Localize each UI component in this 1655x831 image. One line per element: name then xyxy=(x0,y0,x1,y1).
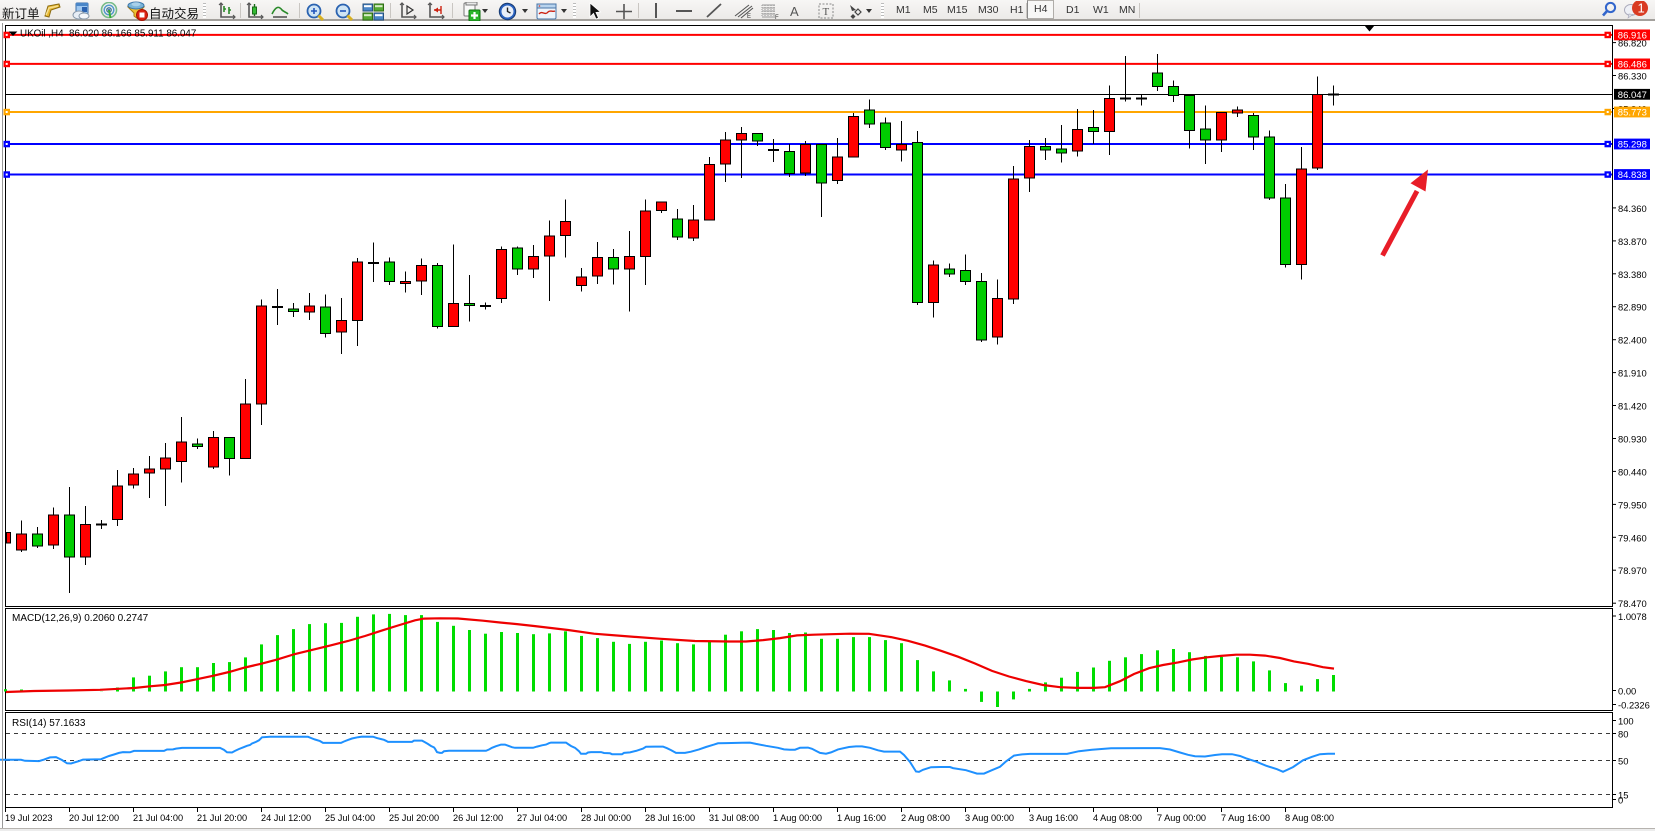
svg-text:79.460: 79.460 xyxy=(1618,532,1647,543)
svg-text:78.970: 78.970 xyxy=(1618,565,1647,576)
svg-text:85.298: 85.298 xyxy=(1618,140,1647,151)
svg-text:24 Jul 12:00: 24 Jul 12:00 xyxy=(261,813,311,823)
svg-text:86.047: 86.047 xyxy=(1618,90,1647,101)
svg-text:84.360: 84.360 xyxy=(1618,203,1647,214)
svg-text:78.470: 78.470 xyxy=(1618,598,1647,609)
svg-text:21 Jul 20:00: 21 Jul 20:00 xyxy=(197,813,247,823)
svg-text:81.420: 81.420 xyxy=(1618,401,1647,412)
svg-text:82.400: 82.400 xyxy=(1618,335,1647,346)
svg-text:20 Jul 12:00: 20 Jul 12:00 xyxy=(69,813,119,823)
svg-text:3 Aug 16:00: 3 Aug 16:00 xyxy=(1029,813,1078,823)
svg-text:1.0078: 1.0078 xyxy=(1618,611,1647,622)
svg-text:80: 80 xyxy=(1618,729,1628,740)
svg-text:25 Jul 20:00: 25 Jul 20:00 xyxy=(389,813,439,823)
svg-text:8 Aug 08:00: 8 Aug 08:00 xyxy=(1285,813,1334,823)
svg-text:83.870: 83.870 xyxy=(1618,236,1647,247)
svg-text:3 Aug 00:00: 3 Aug 00:00 xyxy=(965,813,1014,823)
svg-text:85.773: 85.773 xyxy=(1618,108,1647,119)
svg-text:15: 15 xyxy=(1618,790,1628,801)
svg-text:-0.2326: -0.2326 xyxy=(1618,700,1650,711)
svg-text:100: 100 xyxy=(1618,716,1634,727)
svg-text:80.440: 80.440 xyxy=(1618,466,1647,477)
svg-text:80.930: 80.930 xyxy=(1618,434,1647,445)
svg-text:28 Jul 16:00: 28 Jul 16:00 xyxy=(645,813,695,823)
svg-text:86.330: 86.330 xyxy=(1618,71,1647,82)
svg-text:7 Aug 00:00: 7 Aug 00:00 xyxy=(1157,813,1206,823)
svg-text:1: 1 xyxy=(1638,1,1645,16)
svg-text:UKOil ,H4 86.020 86.166 85.91: UKOil ,H4 86.020 86.166 85.911 86.047 xyxy=(20,29,196,40)
svg-text:86.820: 86.820 xyxy=(1618,38,1647,49)
svg-text:28 Jul 00:00: 28 Jul 00:00 xyxy=(581,813,631,823)
svg-text:81.910: 81.910 xyxy=(1618,368,1647,379)
svg-text:0.00: 0.00 xyxy=(1618,686,1636,697)
svg-text:27 Jul 04:00: 27 Jul 04:00 xyxy=(517,813,567,823)
svg-text:4 Aug 08:00: 4 Aug 08:00 xyxy=(1093,813,1142,823)
svg-text:1 Aug 00:00: 1 Aug 00:00 xyxy=(773,813,822,823)
svg-text:F: F xyxy=(775,15,779,20)
svg-text:1 Aug 16:00: 1 Aug 16:00 xyxy=(837,813,886,823)
svg-text:MACD(12,26,9) 0.2060 0.2747: MACD(12,26,9) 0.2060 0.2747 xyxy=(12,613,149,624)
svg-text:19 Jul 2023: 19 Jul 2023 xyxy=(5,813,53,823)
svg-text:25 Jul 04:00: 25 Jul 04:00 xyxy=(325,813,375,823)
svg-text:21 Jul 04:00: 21 Jul 04:00 xyxy=(133,813,183,823)
svg-text:86.916: 86.916 xyxy=(1618,30,1647,41)
svg-text:RSI(14) 57.1633: RSI(14) 57.1633 xyxy=(12,718,86,729)
svg-text:86.486: 86.486 xyxy=(1618,59,1647,70)
svg-text:31 Jul 08:00: 31 Jul 08:00 xyxy=(709,813,759,823)
svg-text:0: 0 xyxy=(1618,795,1623,806)
svg-text:84.838: 84.838 xyxy=(1618,170,1647,181)
svg-text:79.950: 79.950 xyxy=(1618,499,1647,510)
svg-text:E: E xyxy=(747,14,751,20)
svg-text:50: 50 xyxy=(1618,756,1628,767)
svg-text:82.890: 82.890 xyxy=(1618,302,1647,313)
svg-text:7 Aug 16:00: 7 Aug 16:00 xyxy=(1221,813,1270,823)
svg-text:26 Jul 12:00: 26 Jul 12:00 xyxy=(453,813,503,823)
svg-text:83.380: 83.380 xyxy=(1618,269,1647,280)
svg-text:2 Aug 08:00: 2 Aug 08:00 xyxy=(901,813,950,823)
svg-text:T: T xyxy=(823,6,830,18)
